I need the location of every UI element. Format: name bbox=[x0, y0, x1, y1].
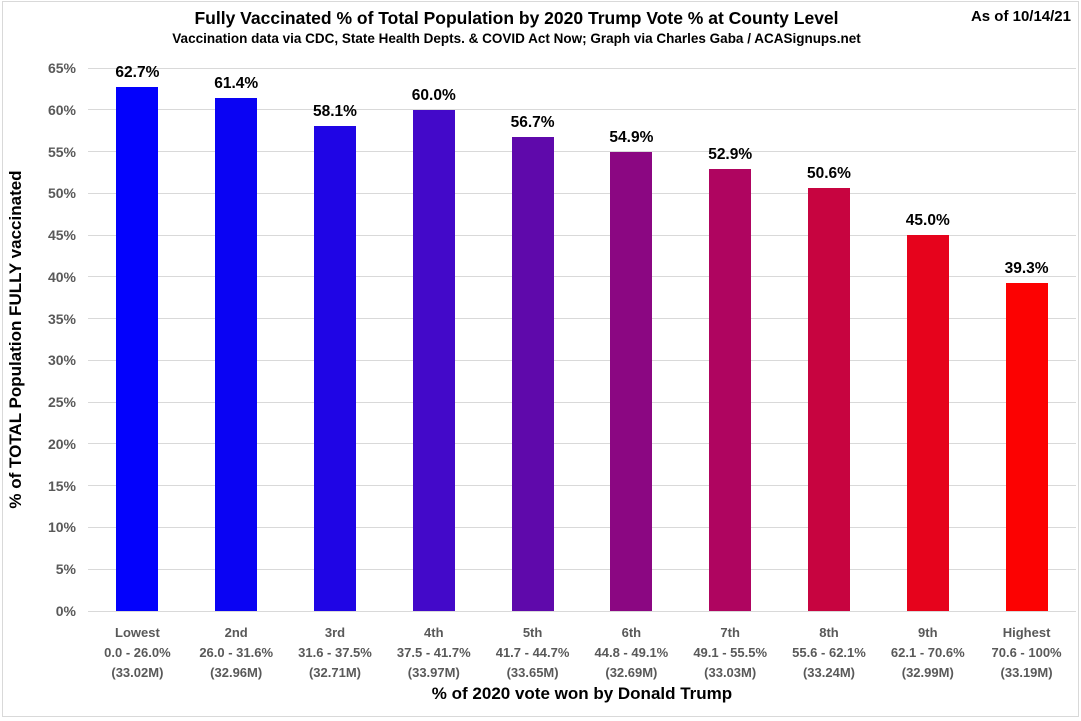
bar-slot: 56.7% bbox=[483, 68, 582, 611]
bar-slot: 45.0% bbox=[878, 68, 977, 611]
gridline bbox=[88, 526, 1076, 528]
x-axis-category-label: Lowest 0.0 - 26.0% (33.02M) bbox=[104, 625, 171, 680]
y-axis-tick-label: 65% bbox=[47, 60, 76, 76]
gridline bbox=[88, 359, 1076, 361]
y-axis-tick-label: 35% bbox=[47, 310, 76, 327]
x-axis-category-label: 2nd 26.0 - 31.6% (32.96M) bbox=[199, 625, 274, 680]
bar-9th bbox=[906, 235, 949, 611]
chart-title: Fully Vaccinated % of Total Population b… bbox=[194, 8, 839, 28]
y-axis-ticks: 0% 5% 10% 15% 20% 25% 30% 35% 40% 45% 50% 55% 60% 65% bbox=[0, 60, 76, 619]
plot-area: 62.7% 61.4% 58.1% 60.0% 56.7% 54.9% 52.9% 50.6%… bbox=[88, 64, 1076, 612]
gridline bbox=[88, 610, 1076, 612]
gridline bbox=[88, 192, 1076, 194]
gridline bbox=[88, 485, 1076, 487]
x-axis-category-label: 6th 44.8 - 49.1% (32.69M) bbox=[594, 625, 669, 680]
bars-row: 62.7% 61.4% 58.1% 60.0% 56.7% 54.9% 52.9% 50.6%… bbox=[88, 64, 1076, 611]
x-axis-category-label: 3rd 31.6 - 37.5% (32.71M) bbox=[298, 625, 372, 680]
y-axis-tick-label: 10% bbox=[47, 519, 76, 536]
gridline bbox=[88, 443, 1076, 445]
gridline bbox=[88, 276, 1076, 278]
bar-slot: 62.7% bbox=[88, 64, 187, 611]
x-axis-category-label: Highest 70.6 - 100% (33.19M) bbox=[991, 625, 1062, 680]
bar-value-label: 61.4% bbox=[214, 75, 259, 93]
gridline bbox=[88, 109, 1076, 111]
bar-slot: 58.1% bbox=[286, 68, 385, 611]
bar-value-label: 62.7% bbox=[115, 64, 160, 82]
y-axis-tick-label: 60% bbox=[47, 101, 76, 118]
bar-3rd bbox=[313, 125, 356, 611]
bar-highest bbox=[1005, 282, 1048, 611]
bar-slot: 54.9% bbox=[582, 68, 681, 611]
x-axis-category-label: 8th 55.6 - 62.1% (33.24M) bbox=[792, 625, 866, 680]
bar-value-label: 54.9% bbox=[609, 129, 654, 147]
bar-value-label: 56.7% bbox=[510, 114, 555, 132]
bar-slot: 39.3% bbox=[977, 68, 1076, 611]
x-axis-category-label: 5th 41.7 - 44.7% (33.65M) bbox=[495, 625, 570, 680]
bar-7th bbox=[709, 169, 752, 611]
x-axis-category-label: 4th 37.5 - 41.7% (33.97M) bbox=[396, 625, 471, 680]
y-axis-tick-label: 30% bbox=[47, 352, 76, 369]
y-axis-tick-label: 20% bbox=[47, 435, 76, 452]
y-axis-tick-label: 5% bbox=[55, 561, 76, 578]
gridline bbox=[88, 151, 1076, 153]
bar-lowest bbox=[116, 87, 159, 611]
x-axis-category-label: 7th 49.1 - 55.5% (33.03M) bbox=[693, 625, 768, 680]
bar-slot: 60.0% bbox=[384, 68, 483, 611]
y-axis-tick-label: 45% bbox=[47, 227, 76, 244]
gridline bbox=[88, 67, 1076, 69]
y-axis-tick-label: 50% bbox=[47, 185, 76, 202]
bar-5th bbox=[511, 137, 554, 611]
y-axis-tick-label: 25% bbox=[47, 394, 76, 411]
y-axis-tick-label: 15% bbox=[47, 477, 76, 494]
y-axis-tick-label: 40% bbox=[47, 268, 76, 285]
gridline bbox=[88, 234, 1076, 236]
bar-value-label: 45.0% bbox=[905, 212, 950, 230]
gridline bbox=[88, 401, 1076, 403]
bar-value-label: 50.6% bbox=[806, 165, 851, 183]
bar-8th bbox=[807, 188, 850, 611]
y-axis-tick-label: 0% bbox=[55, 603, 76, 619]
bar-value-label: 52.9% bbox=[708, 146, 753, 164]
x-axis-title: % of 2020 vote won by Donald Trump bbox=[431, 684, 733, 703]
as-of-date: As of 10/14/21 bbox=[970, 8, 1071, 25]
bar-value-label: 39.3% bbox=[1004, 259, 1049, 277]
bar-value-label: 60.0% bbox=[411, 86, 456, 104]
x-axis-labels: Lowest 0.0 - 26.0% (33.02M) 2nd 26.0 - 31.6%… bbox=[88, 623, 1076, 683]
bar-2nd bbox=[215, 98, 258, 611]
bar-slot: 52.9% bbox=[681, 68, 780, 611]
gridline bbox=[88, 318, 1076, 320]
y-axis-tick-label: 55% bbox=[47, 143, 76, 160]
bar-6th bbox=[610, 152, 653, 611]
x-axis-category-label: 9th 62.1 - 70.6% (32.99M) bbox=[890, 625, 965, 680]
bar-slot: 61.4% bbox=[187, 68, 286, 611]
bar-value-label: 58.1% bbox=[313, 102, 357, 120]
bar-4th bbox=[412, 109, 455, 611]
chart-subtitle: Vaccination data via CDC, State Health D… bbox=[172, 31, 861, 46]
bar-slot: 50.6% bbox=[780, 68, 879, 611]
gridline bbox=[88, 568, 1076, 570]
